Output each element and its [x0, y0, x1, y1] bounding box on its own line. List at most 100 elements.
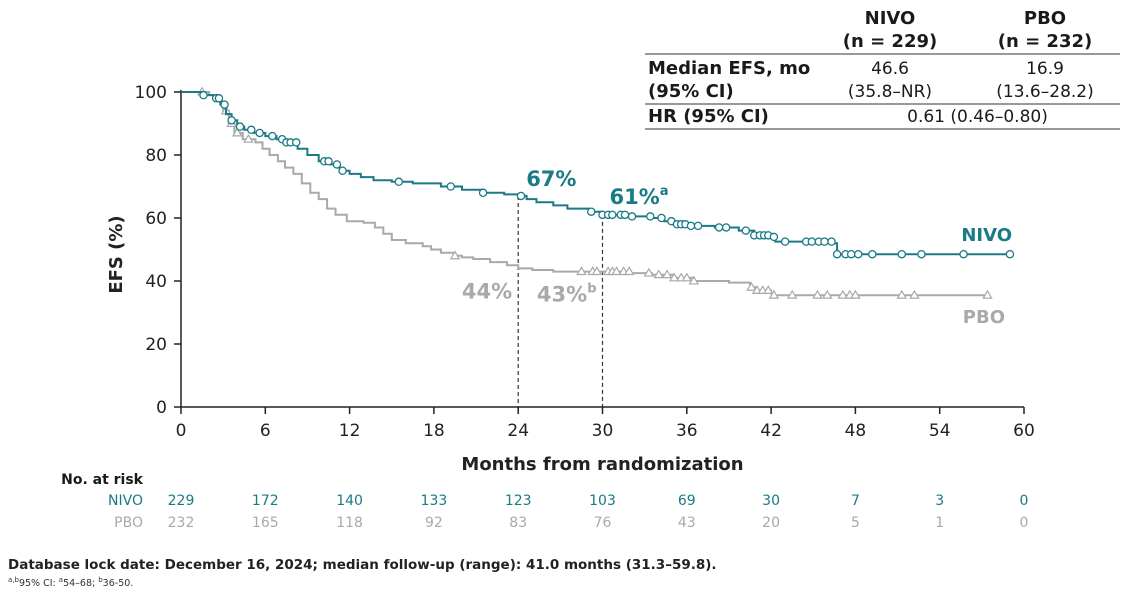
nivo-censor-mark — [620, 210, 630, 220]
pbo-censor-mark — [837, 289, 849, 299]
y-tick-label: 80 — [145, 146, 167, 166]
footnote-database-lock: Database lock date: December 16, 2024; m… — [8, 557, 717, 573]
nivo-censor-mark — [291, 138, 301, 147]
nivo-censor-mark — [478, 188, 488, 198]
x-tick-label: 60 — [1013, 421, 1035, 441]
nivo-landmark-label-24mo: 67% — [526, 167, 576, 191]
nivo-series-label: NIVO — [961, 225, 1012, 246]
nivo-censor-mark — [686, 221, 696, 231]
nivo-survival-curve — [181, 91, 1010, 256]
risk-count-nivo: 172 — [252, 493, 279, 509]
pbo-censor-mark — [449, 250, 461, 260]
pbo-censor-mark — [243, 133, 254, 143]
x-tick-label: 54 — [929, 421, 951, 441]
pbo-censor-mark — [812, 289, 823, 299]
pbo-censor-mark — [746, 281, 757, 291]
nivo-censor-mark — [827, 237, 836, 246]
nivo-censor-mark — [853, 249, 863, 259]
risk-table-title: No. at risk — [61, 472, 144, 488]
risk-count-pbo: 118 — [336, 515, 363, 531]
table-row-label-hr: HR (95% CI) — [648, 106, 769, 127]
nivo-censor-mark — [246, 125, 256, 135]
pbo-censor-mark — [982, 289, 993, 299]
x-tick-label: 36 — [676, 421, 698, 441]
x-tick-label: 12 — [339, 421, 361, 441]
footnote-ci: a,b95% CI: a54–68; b36-50. — [8, 576, 134, 590]
nivo-censor-mark — [832, 249, 842, 259]
nivo-censor-mark — [227, 116, 236, 125]
y-tick-label: 60 — [145, 209, 167, 229]
y-tick-label: 40 — [145, 272, 167, 292]
nivo-censor-mark — [959, 249, 968, 259]
nivo-censor-mark — [220, 100, 229, 109]
risk-row-label-nivo: NIVO — [108, 493, 143, 509]
y-tick-label: 100 — [135, 83, 167, 103]
table-row-label-median-ci: (95% CI) — [648, 81, 734, 102]
table-cell-nivo-ci: (35.8–NR) — [848, 82, 932, 102]
risk-count-nivo: 123 — [505, 493, 532, 509]
x-axis-title: Months from randomization — [461, 454, 743, 475]
pbo-censor-mark — [591, 266, 603, 276]
table-header-nivo-n: (n = 229) — [843, 31, 937, 52]
nivo-censor-mark — [897, 249, 907, 259]
nivo-censor-mark — [714, 223, 724, 232]
nivo-censor-mark — [917, 249, 926, 259]
nivo-censor-mark — [1005, 249, 1015, 259]
risk-count-pbo: 0 — [1020, 515, 1029, 531]
nivo-censor-mark — [332, 160, 342, 169]
pbo-series-label: PBO — [963, 307, 1005, 328]
pbo-landmark-label-30mo: 43%b — [537, 282, 597, 307]
nivo-censor-mark — [338, 166, 347, 175]
nivo-censor-mark — [693, 221, 703, 231]
risk-count-nivo: 0 — [1020, 493, 1029, 509]
table-header-pbo-n: (n = 232) — [998, 31, 1092, 52]
pbo-censor-mark — [643, 267, 655, 277]
pbo-censor-mark — [653, 269, 664, 279]
pbo-censor-mark — [623, 266, 635, 276]
risk-count-nivo: 133 — [421, 493, 448, 509]
x-tick-label: 6 — [260, 421, 271, 441]
y-tick-label: 0 — [156, 398, 167, 418]
nivo-censor-mark — [608, 210, 617, 220]
nivo-censor-mark — [820, 237, 829, 246]
risk-count-nivo: 69 — [678, 493, 696, 509]
nivo-censor-mark — [446, 182, 456, 191]
pbo-censor-mark — [661, 269, 673, 279]
risk-count-nivo: 103 — [589, 493, 616, 509]
risk-count-nivo: 140 — [336, 493, 363, 509]
nivo-censor-mark — [587, 207, 596, 216]
nivo-censor-mark — [199, 90, 208, 100]
x-tick-label: 0 — [176, 421, 187, 441]
x-tick-label: 48 — [845, 421, 867, 441]
risk-count-pbo: 43 — [678, 515, 696, 531]
nivo-censor-mark — [394, 177, 404, 187]
nivo-censor-mark — [769, 232, 779, 242]
pbo-censor-mark — [231, 127, 243, 137]
nivo-censor-mark — [741, 226, 751, 235]
risk-row-label-pbo: PBO — [114, 515, 143, 531]
nivo-censor-mark — [780, 237, 790, 246]
table-cell-hr: 0.61 (0.46–0.80) — [907, 107, 1048, 127]
nivo-censor-mark — [657, 213, 666, 223]
pbo-censor-mark — [786, 289, 798, 299]
pbo-censor-mark — [688, 275, 700, 285]
risk-count-pbo: 1 — [935, 515, 944, 531]
risk-count-nivo: 30 — [762, 493, 780, 509]
nivo-censor-mark — [235, 122, 245, 131]
x-tick-label: 42 — [760, 421, 782, 441]
nivo-landmark-label-30mo: 61%a — [610, 184, 669, 209]
pbo-survival-curve — [181, 91, 989, 297]
table-cell-nivo-median: 46.6 — [871, 59, 909, 79]
risk-count-nivo: 229 — [168, 493, 195, 509]
pbo-censor-mark — [850, 289, 861, 299]
nivo-censor-mark — [255, 128, 264, 138]
nivo-censor-mark — [516, 191, 526, 201]
nivo-censor-mark — [268, 131, 277, 141]
nivo-censor-mark — [846, 249, 856, 259]
x-tick-label: 24 — [507, 421, 529, 441]
risk-count-nivo: 7 — [851, 493, 860, 509]
risk-count-pbo: 76 — [594, 515, 612, 531]
risk-count-pbo: 5 — [851, 515, 860, 531]
table-header-nivo: NIVO — [865, 8, 916, 29]
